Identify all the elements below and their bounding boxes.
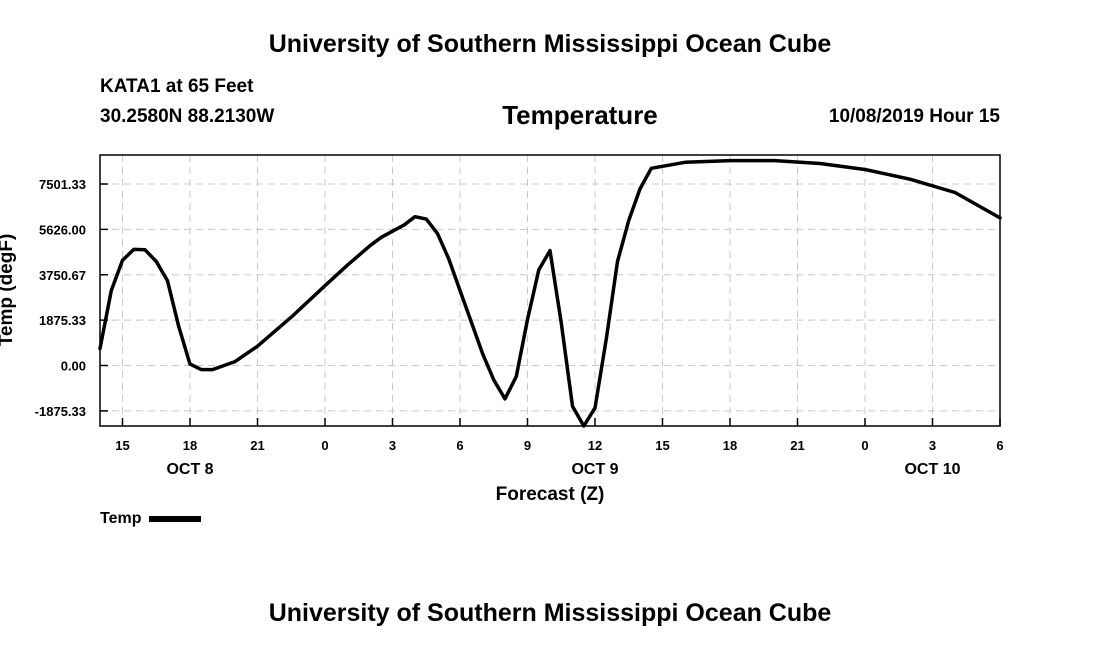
date-label: OCT 8 [166,461,213,478]
x-tick-label: 18 [723,438,737,453]
station-label: KATA1 at 65 Feet [100,76,254,97]
x-tick-label: 21 [250,438,264,453]
y-tick-label: 1875.33 [39,313,86,328]
chart-title: Temperature [502,100,658,130]
temp-series-line [98,158,1002,428]
x-tick-label: 6 [456,438,463,453]
x-tick-label: 12 [588,438,602,453]
y-tick-label: -1875.33 [35,404,86,419]
legend: Temp [100,510,202,528]
y-tick-label: 0.00 [61,359,86,374]
forecast-datetime: 10/08/2019 Hour 15 [828,106,1000,127]
x-tick-label: 15 [115,438,129,453]
y-tick-label: 7501.33 [39,177,86,192]
legend-label: Temp [100,510,142,527]
station-coordinates: 30.2580N 88.2130W [100,106,275,127]
x-tick-label: 3 [929,438,936,453]
y-tick-label: 5626.00 [39,222,86,237]
plot-frame [99,154,1001,427]
x-tick-label: 6 [996,438,1003,453]
legend-line-swatch [149,516,202,522]
date-label: OCT 9 [571,461,618,478]
chart-footer-title: University of Southern Mississippi Ocean… [268,599,832,627]
x-tick-label: 0 [861,438,868,453]
x-tick-label: 15 [655,438,669,453]
y-axis-label: Temp (degF) [0,234,17,347]
x-tick-label: 18 [183,438,197,453]
x-tick-label: 9 [524,438,531,453]
x-axis-label: Forecast (Z) [496,484,605,505]
date-label: OCT 10 [904,461,960,478]
x-tick-label: 3 [389,438,396,453]
chart-header-title: University of Southern Mississippi Ocean… [268,30,832,58]
y-tick-label: 3750.67 [39,268,86,283]
x-tick-label: 21 [790,438,804,453]
x-tick-label: 0 [321,438,328,453]
